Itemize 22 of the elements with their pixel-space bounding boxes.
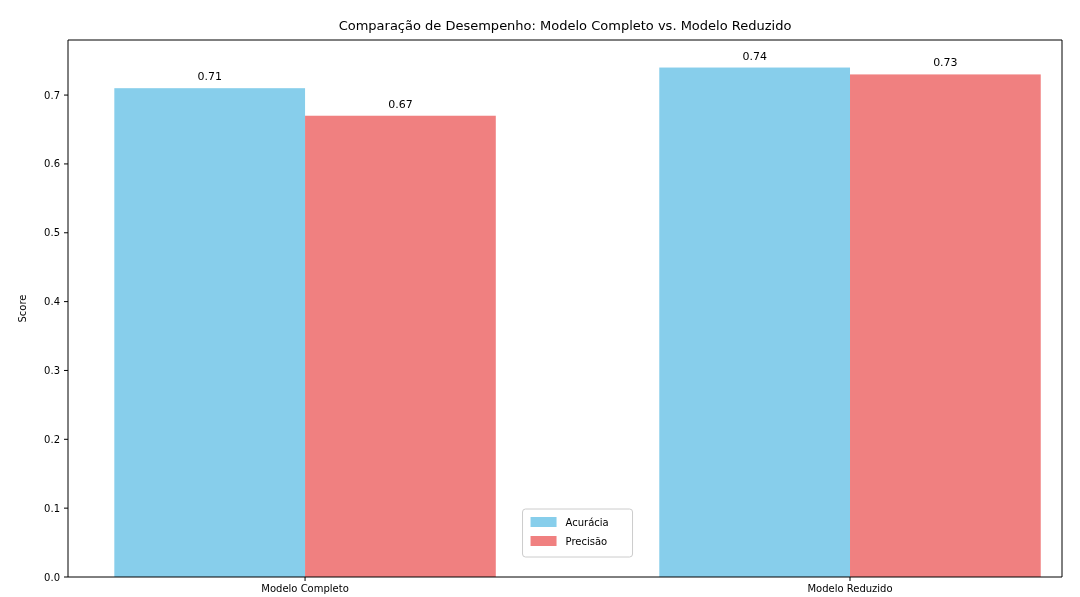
bar [659,67,851,577]
bar [305,115,496,577]
y-tick-label: 0.7 [44,89,60,101]
y-tick-label: 0.1 [44,502,60,514]
legend-label: Precisão [565,536,608,547]
data-label: 0.67 [388,97,413,111]
data-label: 0.71 [197,70,222,84]
y-axis-title: Score [17,294,28,323]
bar [114,88,306,577]
y-tick-label: 0.5 [44,227,60,239]
y-tick-label: 0.3 [44,364,60,376]
legend-label: Acurácia [565,517,609,528]
y-tick-label: 0.0 [44,571,60,583]
y-tick-label: 0.2 [44,433,60,445]
x-tick-label: Modelo Reduzido [807,583,893,594]
bar [850,74,1041,577]
data-label: 0.73 [933,56,958,70]
x-tick-label: Modelo Completo [261,583,349,594]
y-tick-label: 0.4 [44,296,60,308]
chart-title: Comparação de Desempenho: Modelo Completo vs. Modelo Reduzido [338,18,792,33]
data-label: 0.74 [742,49,767,63]
y-tick-label: 0.6 [44,158,60,170]
